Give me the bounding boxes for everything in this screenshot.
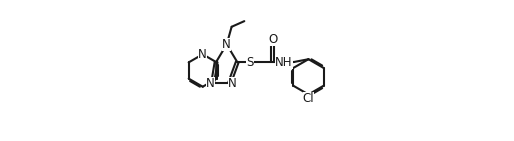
Text: N: N [228, 77, 236, 90]
Text: N: N [206, 77, 214, 90]
Text: S: S [246, 56, 253, 69]
Text: Cl: Cl [303, 92, 314, 105]
Text: N: N [198, 48, 207, 61]
Text: O: O [268, 33, 277, 46]
Text: NH: NH [275, 56, 292, 69]
Text: N: N [223, 38, 231, 51]
